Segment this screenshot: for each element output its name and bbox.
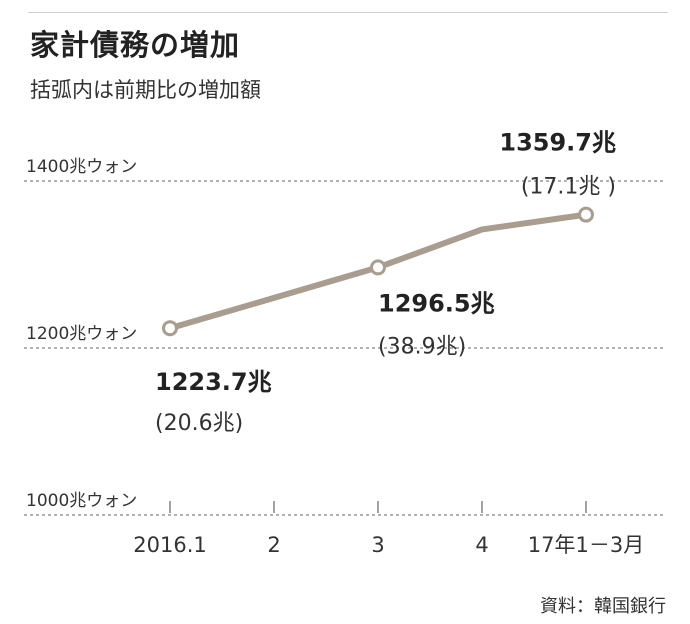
- data-label-change: (20.6兆): [155, 411, 243, 436]
- source-note: 資料：韓国銀行: [540, 596, 666, 617]
- data-label-value: 1359.7兆: [499, 129, 616, 157]
- data-label-value: 1223.7兆: [155, 368, 272, 396]
- x-tick-label: 2016.1: [133, 533, 206, 557]
- x-tick-label: 3: [371, 533, 384, 557]
- x-tick-label: 4: [475, 533, 488, 557]
- data-point-marker: [162, 320, 178, 337]
- top-rule: [28, 12, 668, 13]
- x-tick-label: 17年1－3月: [528, 533, 644, 557]
- y-tick-label: 1400兆ウォン: [26, 157, 137, 177]
- data-point-marker: [370, 259, 386, 276]
- chart-subtitle: 括弧内は前期比の増加額: [30, 78, 261, 102]
- chart-title: 家計債務の増加: [30, 28, 241, 62]
- x-tick-label: 2: [267, 533, 280, 557]
- data-label-change: (17.1兆 ): [521, 175, 616, 200]
- y-tick-label: 1200兆ウォン: [26, 324, 137, 344]
- data-point-marker: [578, 206, 594, 223]
- y-tick-label: 1000兆ウォン: [26, 491, 137, 511]
- data-label-change: (38.9兆): [378, 334, 466, 359]
- data-label-value: 1296.5兆: [378, 289, 495, 317]
